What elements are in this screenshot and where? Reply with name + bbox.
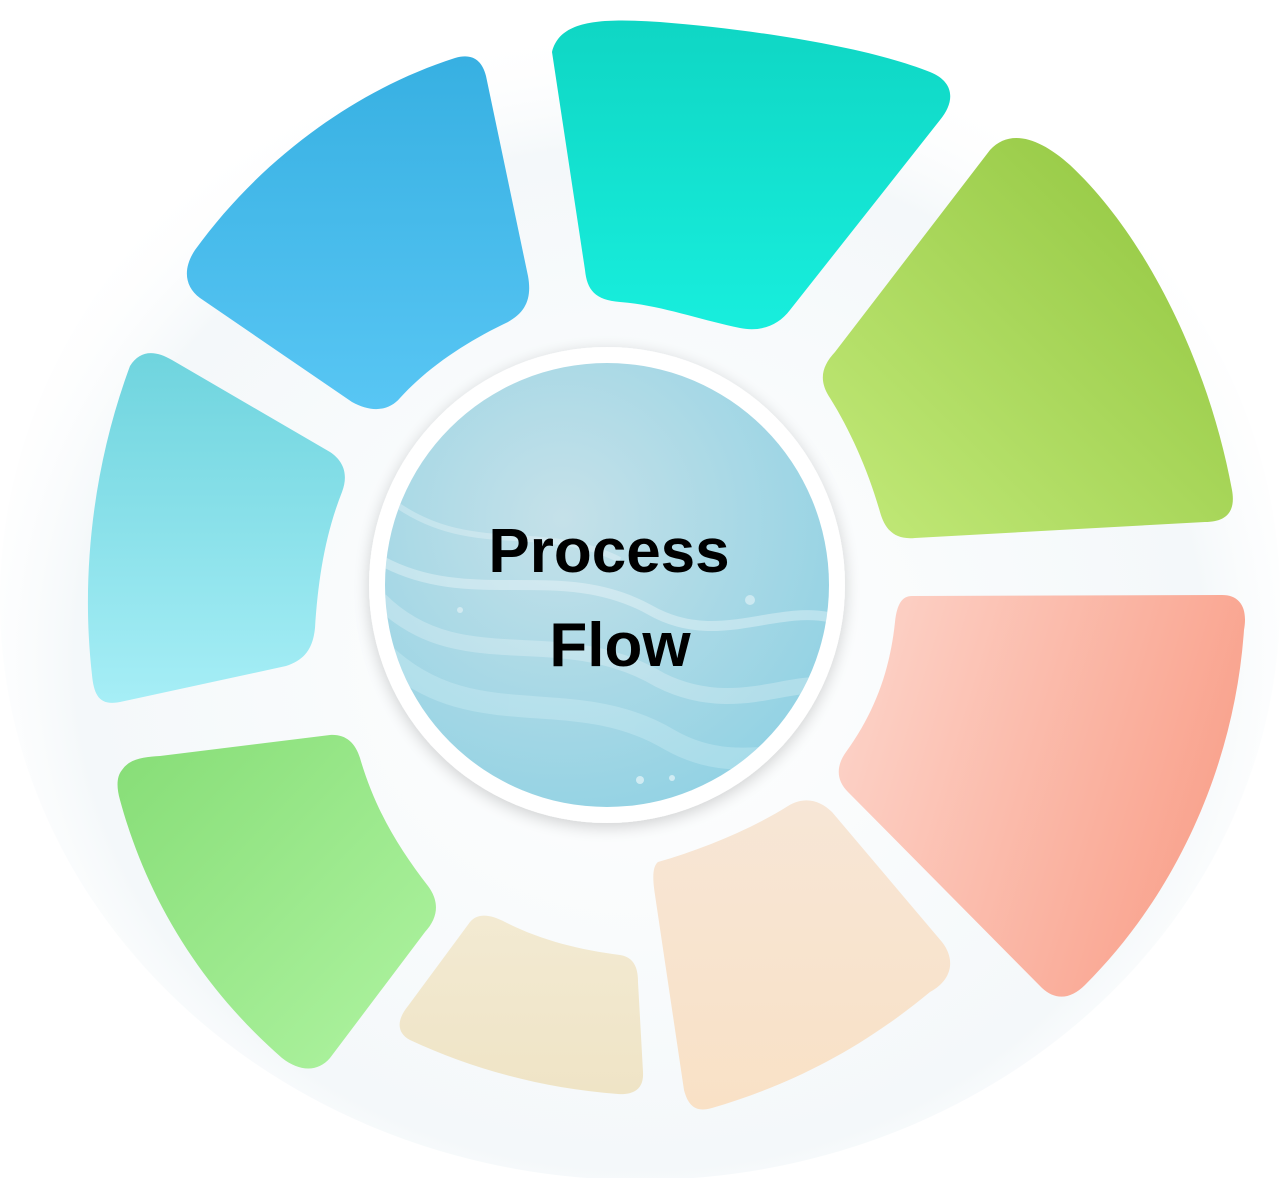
segment-salmon[interactable] — [838, 595, 1246, 997]
center-title-line1: Process — [488, 517, 729, 586]
segment-blue[interactable] — [186, 56, 530, 410]
segment-lime[interactable] — [822, 137, 1233, 539]
segment-green[interactable] — [117, 734, 436, 1069]
segment-cream[interactable] — [399, 915, 644, 1095]
center-disc — [385, 363, 829, 807]
segment-sky[interactable] — [87, 353, 345, 703]
center-title-line2: Flow — [549, 611, 691, 680]
segment-teal[interactable] — [552, 20, 951, 330]
segment-peach[interactable] — [653, 800, 951, 1110]
